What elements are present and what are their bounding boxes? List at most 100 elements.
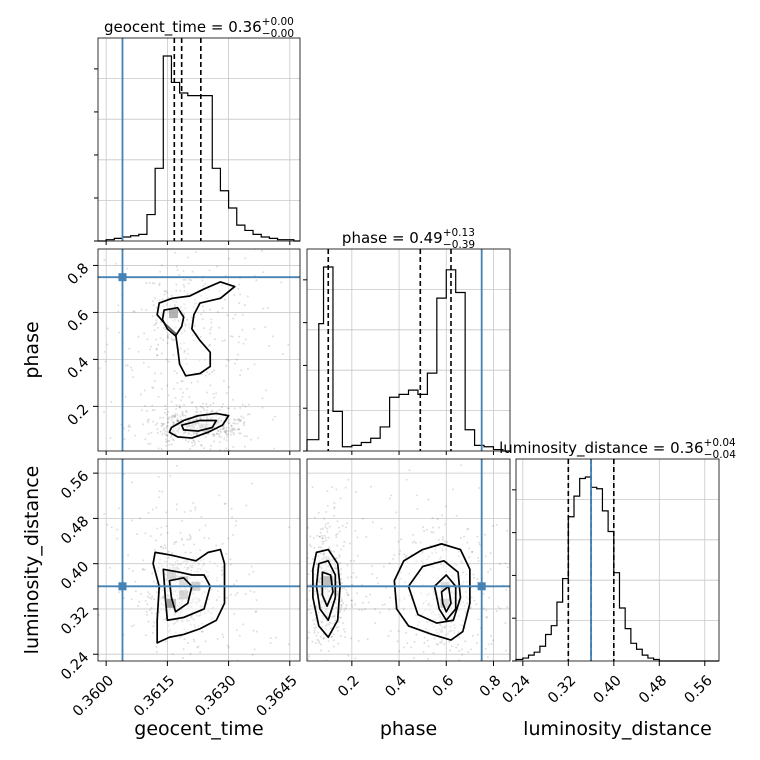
scatter-point	[485, 616, 488, 619]
scatter-point	[318, 592, 321, 595]
scatter-point	[457, 555, 460, 558]
scatter-point	[192, 431, 195, 434]
scatter-point	[160, 224, 162, 226]
scatter-point	[233, 422, 236, 425]
scatter-point	[195, 433, 198, 436]
scatter-point	[180, 603, 183, 606]
scatter-point	[343, 540, 346, 543]
scatter-point	[132, 310, 135, 313]
scatter-point	[217, 420, 220, 423]
scatter-point	[167, 410, 170, 413]
scatter-point	[322, 556, 325, 559]
scatter-point	[191, 401, 194, 404]
scatter-point	[336, 590, 339, 593]
scatter-point	[221, 307, 224, 310]
scatter-point	[142, 423, 145, 426]
scatter-point	[323, 666, 325, 668]
scatter-point	[374, 608, 377, 611]
scatter-point	[451, 488, 454, 491]
scatter-point	[227, 646, 230, 649]
scatter-point	[180, 581, 183, 584]
scatter-point	[333, 560, 336, 563]
scatter-point	[468, 556, 471, 559]
scatter-point	[225, 433, 228, 436]
scatter-point	[340, 604, 343, 607]
scatter-point	[182, 648, 185, 651]
scatter-point	[432, 597, 435, 600]
scatter-point	[212, 606, 215, 609]
scatter-point	[328, 546, 331, 549]
scatter-point	[174, 581, 177, 584]
scatter-point	[322, 637, 325, 640]
scatter-point	[195, 600, 198, 603]
scatter-point	[199, 549, 202, 552]
scatter-point	[181, 580, 184, 583]
scatter-point	[329, 587, 332, 590]
scatter-point	[191, 711, 193, 713]
scatter-point	[215, 599, 218, 602]
scatter-point	[192, 419, 195, 422]
scatter-point	[315, 626, 318, 629]
scatter-point	[173, 339, 176, 342]
scatter-point	[186, 538, 189, 541]
scatter-point	[176, 604, 179, 607]
scatter-point	[161, 596, 164, 599]
scatter-point	[448, 609, 451, 612]
scatter-point	[461, 619, 464, 622]
scatter-point	[254, 610, 257, 613]
scatter-point	[433, 637, 436, 640]
scatter-point	[175, 464, 178, 467]
scatter-point	[313, 573, 316, 576]
scatter-point	[171, 415, 174, 418]
scatter-point	[444, 570, 447, 573]
scatter-point	[232, 398, 235, 401]
scatter-point	[320, 566, 323, 569]
scatter-point	[218, 421, 221, 424]
scatter-point	[196, 433, 199, 436]
scatter-point	[193, 324, 196, 327]
scatter-point	[322, 602, 325, 605]
scatter-point	[189, 564, 192, 567]
scatter-point	[441, 547, 444, 550]
scatter-point	[323, 553, 326, 556]
scatter-point	[321, 599, 324, 602]
scatter-point	[166, 421, 169, 424]
scatter-point	[371, 572, 374, 575]
scatter-point	[145, 308, 148, 311]
scatter-point	[319, 577, 322, 580]
scatter-point	[339, 562, 342, 565]
scatter-point	[149, 442, 152, 445]
scatter-point	[145, 610, 148, 613]
scatter-point	[327, 558, 330, 561]
scatter-point	[134, 434, 137, 437]
scatter-point	[193, 426, 196, 429]
scatter-point	[175, 503, 178, 506]
scatter-point	[453, 580, 456, 583]
scatter-point	[460, 623, 463, 626]
scatter-point	[207, 423, 210, 426]
scatter-point	[195, 418, 198, 421]
scatter-point	[202, 424, 205, 427]
scatter-point	[199, 426, 202, 429]
scatter-point	[226, 407, 229, 410]
scatter-point	[430, 604, 433, 607]
scatter-point	[336, 582, 339, 585]
scatter-point	[300, 657, 302, 659]
scatter-point	[333, 514, 336, 517]
scatter-point	[144, 532, 147, 535]
scatter-point	[321, 614, 324, 617]
scatter-point	[225, 426, 228, 429]
scatter-point	[201, 305, 204, 308]
scatter-point	[422, 651, 425, 654]
scatter-point	[167, 337, 170, 340]
scatter-point	[131, 519, 134, 522]
x-tick-label: 0.48	[636, 673, 670, 707]
scatter-point	[183, 587, 186, 590]
scatter-point	[179, 289, 182, 292]
scatter-point	[166, 594, 169, 597]
scatter-point	[315, 562, 318, 565]
scatter-point	[445, 582, 448, 585]
scatter-point	[154, 423, 157, 426]
scatter-point	[235, 358, 238, 361]
scatter-point	[227, 432, 230, 435]
